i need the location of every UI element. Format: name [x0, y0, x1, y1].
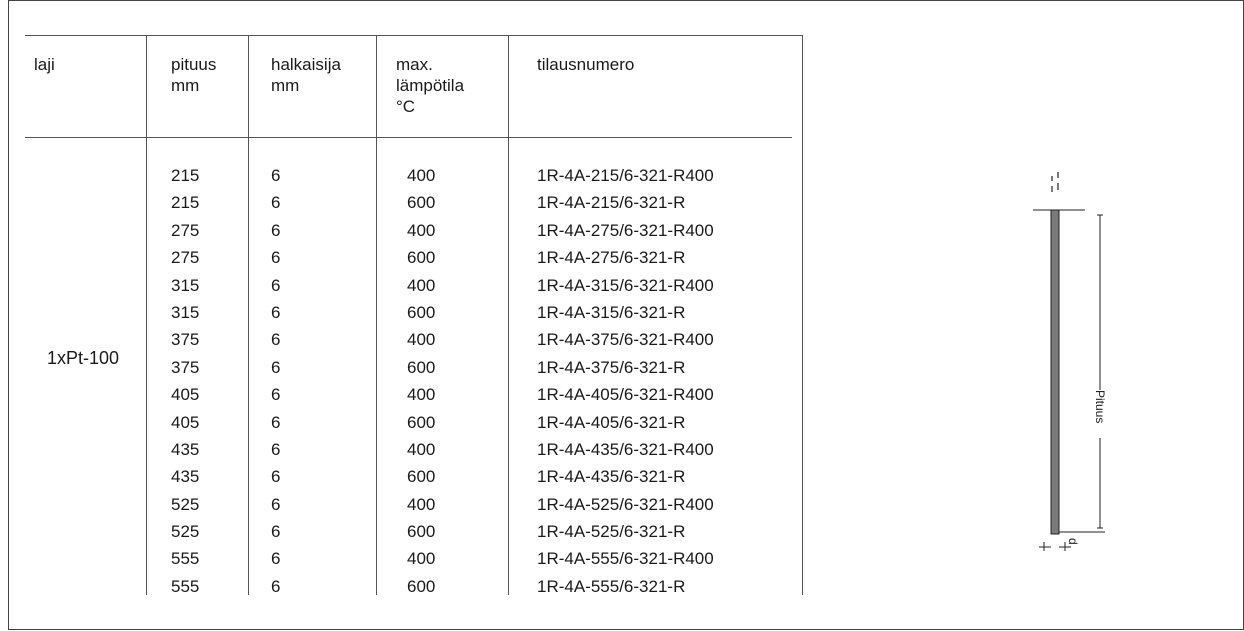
table-cell: 1R-4A-405/6-321-R — [537, 409, 714, 436]
column-divider — [248, 35, 249, 595]
table-cell: 6 — [271, 436, 280, 463]
connector-dashes — [1052, 172, 1058, 192]
header-pituus: pituus mm — [171, 54, 216, 96]
table-cell: 400 — [407, 272, 435, 299]
table-cell: 275 — [171, 244, 199, 271]
table-cell: 405 — [171, 381, 199, 408]
table-cell: 600 — [407, 573, 435, 600]
table-cell: 1R-4A-275/6-321-R — [537, 244, 714, 271]
table-cell: 1R-4A-555/6-321-R — [537, 573, 714, 600]
table-cell: 600 — [407, 463, 435, 490]
table-cell: 6 — [271, 272, 280, 299]
table-cell: 6 — [271, 189, 280, 216]
table-cell: 405 — [171, 409, 199, 436]
table-cell: 1R-4A-275/6-321-R400 — [537, 217, 714, 244]
table-cell: 600 — [407, 189, 435, 216]
table-cell: 6 — [271, 463, 280, 490]
column-pituus: 215 215 275 275 315 315 375 375 405 405 … — [171, 162, 199, 600]
table-cell: 600 — [407, 244, 435, 271]
table-cell: 6 — [271, 217, 280, 244]
table-cell: 600 — [407, 518, 435, 545]
column-tilausnumero: 1R-4A-215/6-321-R400 1R-4A-215/6-321-R 1… — [537, 162, 714, 600]
table-cell: 6 — [271, 244, 280, 271]
column-divider — [146, 35, 147, 595]
table-cell: 435 — [171, 463, 199, 490]
sensor-tube — [1051, 210, 1059, 534]
table-cell: 1R-4A-315/6-321-R — [537, 299, 714, 326]
header-halkaisija: halkaisija mm — [271, 54, 341, 96]
type-label: 1xPt-100 — [47, 348, 119, 369]
table-cell: 215 — [171, 189, 199, 216]
table-cell: 555 — [171, 573, 199, 600]
length-dimension — [1097, 215, 1103, 528]
table-cell: 400 — [407, 436, 435, 463]
table-cell: 6 — [271, 409, 280, 436]
table-cell: 600 — [407, 354, 435, 381]
table-cell: 1R-4A-525/6-321-R400 — [537, 491, 714, 518]
table-cell: 1R-4A-405/6-321-R400 — [537, 381, 714, 408]
table-cell: 400 — [407, 545, 435, 572]
table-cell: 6 — [271, 381, 280, 408]
column-divider — [802, 35, 803, 595]
table-cell: 1R-4A-215/6-321-R — [537, 189, 714, 216]
table-cell: 1R-4A-375/6-321-R — [537, 354, 714, 381]
table-cell: 600 — [407, 409, 435, 436]
table-cell: 6 — [271, 518, 280, 545]
table-cell: 6 — [271, 491, 280, 518]
column-divider — [376, 35, 377, 595]
table-cell: 375 — [171, 326, 199, 353]
table-cell: 400 — [407, 217, 435, 244]
table-cell: 275 — [171, 217, 199, 244]
column-halkaisija: 6 6 6 6 6 6 6 6 6 6 6 6 6 6 6 6 — [271, 162, 280, 600]
table-cell: 600 — [407, 299, 435, 326]
table-header-rule — [25, 137, 792, 138]
table-cell: 6 — [271, 299, 280, 326]
table-top-rule — [25, 35, 803, 36]
column-divider — [508, 35, 509, 595]
header-tilausnumero: tilausnumero — [537, 54, 634, 75]
table-cell: 6 — [271, 326, 280, 353]
table-cell: 1R-4A-555/6-321-R400 — [537, 545, 714, 572]
table-cell: 1R-4A-525/6-321-R — [537, 518, 714, 545]
table-cell: 1R-4A-315/6-321-R400 — [537, 272, 714, 299]
table-cell: 435 — [171, 436, 199, 463]
table-cell: 315 — [171, 272, 199, 299]
sensor-dimension-diagram: Pituus d — [1025, 168, 1145, 568]
table-cell: 1R-4A-215/6-321-R400 — [537, 162, 714, 189]
header-laji: laji — [34, 54, 55, 75]
table-cell: 400 — [407, 491, 435, 518]
table-cell: 555 — [171, 545, 199, 572]
table-cell: 525 — [171, 518, 199, 545]
table-cell: 375 — [171, 354, 199, 381]
column-max-temp: 400 600 400 600 400 600 400 600 400 600 … — [407, 162, 435, 600]
table-cell: 6 — [271, 545, 280, 572]
table-cell: 6 — [271, 573, 280, 600]
table-cell: 1R-4A-375/6-321-R400 — [537, 326, 714, 353]
table-cell: 215 — [171, 162, 199, 189]
diameter-label: d — [1066, 538, 1080, 545]
table-cell: 315 — [171, 299, 199, 326]
length-label: Pituus — [1093, 390, 1107, 423]
table-cell: 400 — [407, 162, 435, 189]
header-max-temp: max. lämpötila °C — [396, 54, 464, 117]
table-cell: 400 — [407, 381, 435, 408]
table-cell: 1R-4A-435/6-321-R400 — [537, 436, 714, 463]
table-cell: 6 — [271, 162, 280, 189]
table-cell: 6 — [271, 354, 280, 381]
table-cell: 1R-4A-435/6-321-R — [537, 463, 714, 490]
table-cell: 525 — [171, 491, 199, 518]
table-cell: 400 — [407, 326, 435, 353]
